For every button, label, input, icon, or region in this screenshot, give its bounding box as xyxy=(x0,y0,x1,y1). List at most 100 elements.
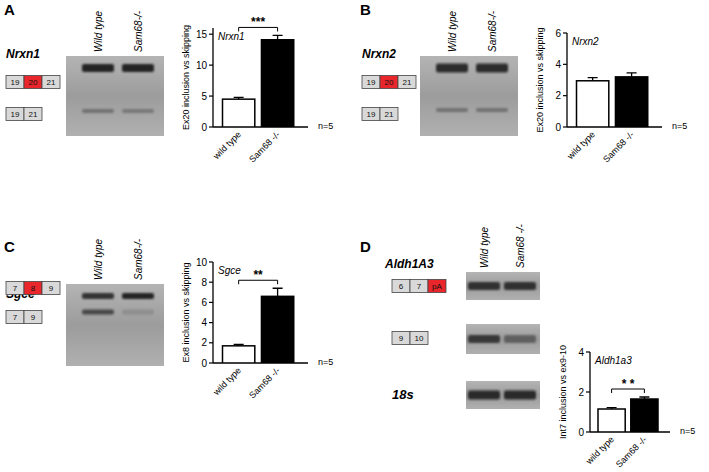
lane-label: Sam68-/- xyxy=(133,238,144,280)
exon-label: 19 xyxy=(367,78,376,87)
panel-letter: B xyxy=(360,1,371,18)
y-axis xyxy=(212,262,213,363)
exon-box xyxy=(6,311,24,324)
y-tick-label: 8 xyxy=(201,277,207,288)
exon-box xyxy=(24,311,42,324)
exon-box xyxy=(398,76,416,89)
bar xyxy=(598,409,625,432)
y-axis xyxy=(212,28,213,127)
y-axis-label: Ex20 inclusion vs skipping xyxy=(535,27,545,132)
sample-size: n=5 xyxy=(318,121,333,131)
marks xyxy=(223,288,294,363)
exon-box xyxy=(24,76,42,89)
exon-label: 21 xyxy=(29,110,38,119)
exon-label: 8 xyxy=(31,284,36,293)
y-tick xyxy=(209,322,213,323)
exon-box xyxy=(392,280,410,293)
y-tick xyxy=(563,32,567,33)
error-bar xyxy=(273,288,283,296)
x-tick-label: Sam68 -/- xyxy=(614,434,649,469)
panel-a: ANrxn11920211921Wild typeSam68-/- xyxy=(4,1,164,136)
error-bar xyxy=(607,408,617,409)
bar xyxy=(223,346,255,363)
lane-label: Sam68-/- xyxy=(133,10,144,52)
y-tick xyxy=(586,391,590,392)
gel xyxy=(66,56,164,136)
gene-name: Aldh1A3 xyxy=(384,257,434,271)
chart-title: Nrxn1 xyxy=(218,31,245,42)
gel xyxy=(466,381,540,409)
y-tick xyxy=(209,261,213,262)
exon-label: 19 xyxy=(11,110,20,119)
y-tick-label: 4 xyxy=(201,317,207,328)
error-bar xyxy=(234,344,244,346)
exon-label: 20 xyxy=(29,78,38,87)
exon-box xyxy=(380,108,398,121)
y-tick xyxy=(209,362,213,363)
y-tick xyxy=(209,282,213,283)
y-tick xyxy=(563,64,567,65)
bar-chart: 0246810Ex8 inclusion vs skippingSgcewild… xyxy=(181,257,333,401)
y-tick xyxy=(209,302,213,303)
bar-chart: 0246Ex20 inclusion vs skippingNrxn2wild … xyxy=(535,27,687,164)
exon-box xyxy=(362,76,380,89)
y-axis-label: Int7 inclusion vs ex9-10 xyxy=(558,345,568,439)
x-tick-label: Sam68 -/- xyxy=(601,129,636,164)
y-tick xyxy=(209,65,213,66)
error-bar xyxy=(234,97,244,99)
y-tick xyxy=(209,95,213,96)
exon-box xyxy=(24,108,42,121)
panel-c: CSgce78979Wild typeSam68-/- xyxy=(4,238,164,366)
gel-band xyxy=(436,108,468,112)
exon-label: 21 xyxy=(47,78,56,87)
lane-label: Wild type xyxy=(447,11,458,52)
significance-label: *** xyxy=(251,15,265,29)
exon-label: pA xyxy=(432,282,442,291)
y-tick-label: 4 xyxy=(555,59,561,70)
sample-size: n=5 xyxy=(672,121,687,131)
gel-band xyxy=(82,64,114,72)
gel-band xyxy=(122,64,154,72)
gel xyxy=(66,284,164,366)
gel-band xyxy=(436,64,468,73)
error-bar xyxy=(273,35,283,39)
gel-band xyxy=(122,109,154,113)
exon-box xyxy=(6,282,24,295)
lane-label: Wild type xyxy=(93,239,104,280)
exon-label: 7 xyxy=(417,282,422,291)
y-tick xyxy=(209,34,213,35)
y-tick-label: 0 xyxy=(201,122,207,133)
exon-label: 19 xyxy=(367,110,376,119)
gel xyxy=(466,324,540,354)
gel-band xyxy=(82,293,114,299)
y-tick-label: 4 xyxy=(578,347,584,358)
y-tick-label: 10 xyxy=(196,257,208,268)
panel-letter: C xyxy=(4,238,15,255)
control-label: 18s xyxy=(392,387,414,402)
lane-label: Sam68-/- xyxy=(487,10,498,52)
bar xyxy=(615,77,647,127)
gel-band xyxy=(468,335,500,343)
exon-box xyxy=(362,108,380,121)
y-tick-label: 0 xyxy=(555,122,561,133)
x-tick-label: wild type xyxy=(565,129,598,162)
y-tick xyxy=(563,95,567,96)
figure: ANrxn11920211921Wild typeSam68-/-BNrxn21… xyxy=(0,0,709,472)
y-tick-label: 2 xyxy=(201,337,207,348)
lane-label: Wild type xyxy=(479,227,490,268)
sample-size: n=5 xyxy=(318,357,333,367)
y-axis xyxy=(566,33,567,127)
gel-band xyxy=(468,282,500,290)
gel-band xyxy=(82,310,114,315)
y-tick-label: 6 xyxy=(201,297,207,308)
bar-chart: 051015Ex20 inclusion vs skippingNrxn1wil… xyxy=(181,15,333,164)
bar xyxy=(261,296,293,363)
exon-label: 7 xyxy=(13,313,18,322)
exon-box xyxy=(42,282,60,295)
bar xyxy=(631,399,658,432)
significance-label: ** xyxy=(253,268,263,282)
exon-label: 21 xyxy=(385,110,394,119)
exon-box xyxy=(42,76,60,89)
gel-band xyxy=(122,310,154,315)
gene-name: Nrxn2 xyxy=(362,47,396,61)
